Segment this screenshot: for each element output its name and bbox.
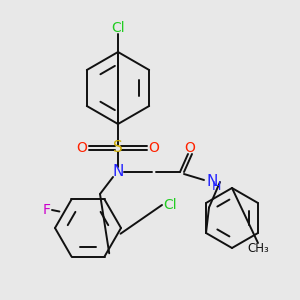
Text: Cl: Cl [111,21,125,35]
Text: F: F [43,203,51,217]
Text: H: H [211,181,221,194]
Text: Cl: Cl [163,198,177,212]
Text: S: S [113,140,123,155]
Text: N: N [206,175,218,190]
Text: CH₃: CH₃ [247,242,269,254]
Text: O: O [148,141,159,155]
Text: N: N [112,164,124,179]
Text: O: O [184,141,195,155]
Text: O: O [76,141,87,155]
